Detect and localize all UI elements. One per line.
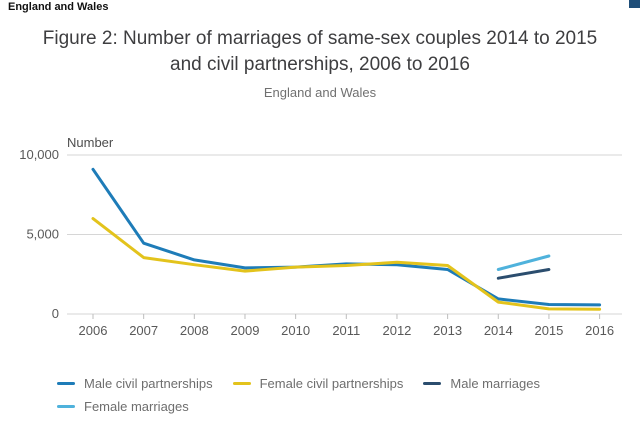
- y-tick-label: 0: [52, 306, 59, 321]
- legend-marker-female-marriages: [57, 405, 75, 408]
- legend-label: Female civil partnerships: [259, 376, 404, 391]
- x-tick-label: 2014: [484, 323, 513, 338]
- legend-label: Female marriages: [84, 399, 189, 414]
- legend-item-female-marriages: Female marriages: [57, 399, 189, 414]
- series-line-female-marriages: [496, 254, 551, 271]
- legend-item-male-marriages: Male marriages: [423, 376, 540, 391]
- series-line-male-civil-partnerships: [91, 167, 602, 307]
- x-tick-label: 2013: [433, 323, 462, 338]
- legend-marker-male-civil-partnerships: [57, 382, 75, 385]
- x-tick-label: 2009: [231, 323, 260, 338]
- x-tick-label: 2007: [129, 323, 158, 338]
- chart-title: Figure 2: Number of marriages of same-se…: [42, 28, 598, 75]
- x-tick-label: 2015: [534, 323, 563, 338]
- chart-subtitle: England and Wales: [263, 85, 377, 100]
- x-tick-label: 2016: [585, 323, 614, 338]
- y-tick-label: 10,000: [19, 147, 59, 162]
- legend-marker-female-civil-partnerships: [232, 382, 251, 385]
- x-tick-label: 2011: [332, 323, 360, 338]
- x-tick-label: 2012: [382, 323, 411, 338]
- y-axis-title: Number: [67, 135, 114, 150]
- x-tick-label: 2010: [281, 323, 310, 338]
- x-tick-label: 2008: [180, 323, 209, 338]
- corner-marker: [629, 0, 640, 8]
- series-line-female-civil-partnerships: [91, 217, 602, 311]
- legend-label: Male marriages: [450, 376, 540, 391]
- legend: Male civil partnerships Female civil part…: [57, 376, 605, 414]
- legend-marker-male-marriages: [423, 382, 442, 385]
- y-tick-label: 5,000: [26, 227, 59, 242]
- legend-item-female-civil-partnerships: Female civil partnerships: [232, 376, 404, 391]
- series-line-male-marriages: [496, 268, 551, 280]
- x-tick-label: 2006: [79, 323, 108, 338]
- legend-label: Male civil partnerships: [84, 376, 213, 391]
- region-label: England and Wales: [8, 1, 109, 13]
- legend-item-male-civil-partnerships: Male civil partnerships: [57, 376, 213, 391]
- line-chart: 0 5,000 10,000 Number 2006 2007 2008 2009 2010 20…: [19, 135, 622, 338]
